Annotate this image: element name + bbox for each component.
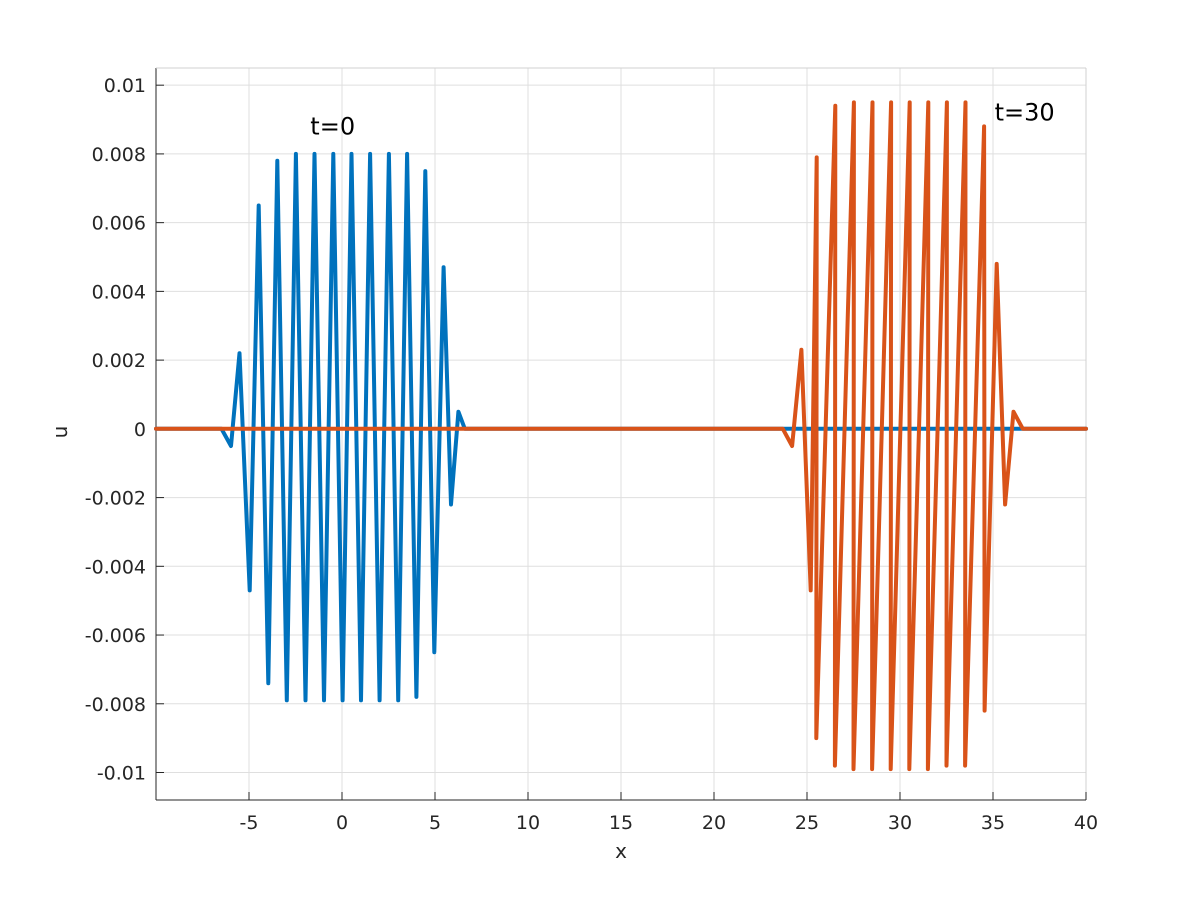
y-tick-labels: 0.01 0.008 0.006 0.004 0.002 0 -0.002 -0.004 -0.…	[85, 75, 146, 784]
y-tick-label: 0.004	[92, 281, 146, 303]
y-tick-label: 0.006	[92, 213, 146, 235]
axes-frame	[155, 67, 1087, 801]
x-tick-label: 5	[429, 812, 441, 834]
x-tick-label: 35	[981, 812, 1005, 834]
x-tick-label: 30	[888, 812, 912, 834]
y-axis-label: u	[48, 426, 72, 439]
x-tick-label: 15	[609, 812, 633, 834]
x-tick-label: 20	[702, 812, 726, 834]
y-tick-label: 0.002	[92, 350, 146, 372]
x-tick-label: 10	[516, 812, 540, 834]
y-tick-label: 0.008	[92, 144, 146, 166]
annotation-label-1: t=0	[310, 112, 355, 140]
annotations: t=0 t=30	[310, 99, 1054, 141]
annotation-label-2: t=30	[995, 99, 1055, 127]
y-tick-label: -0.004	[85, 556, 146, 578]
y-tick-label: -0.002	[85, 488, 146, 510]
x-tick-label: 25	[795, 812, 819, 834]
y-tick-label: -0.008	[85, 694, 146, 716]
x-tick-label: -5	[240, 812, 259, 834]
x-tick-label: 0	[336, 812, 348, 834]
x-axis-label: x	[615, 839, 627, 863]
y-tick-label: 0	[134, 419, 146, 441]
y-tick-label: -0.006	[85, 625, 146, 647]
x-tick-labels: -5 0 5 10 15 20 25 30 35 40	[240, 812, 1099, 834]
series-line-2	[154, 100, 1088, 772]
series-line-1	[154, 151, 1088, 703]
x-tick-label: 40	[1074, 812, 1098, 834]
y-tick-label: -0.01	[97, 763, 146, 785]
y-tick-label: 0.01	[104, 75, 146, 97]
series-lines	[154, 100, 1088, 772]
